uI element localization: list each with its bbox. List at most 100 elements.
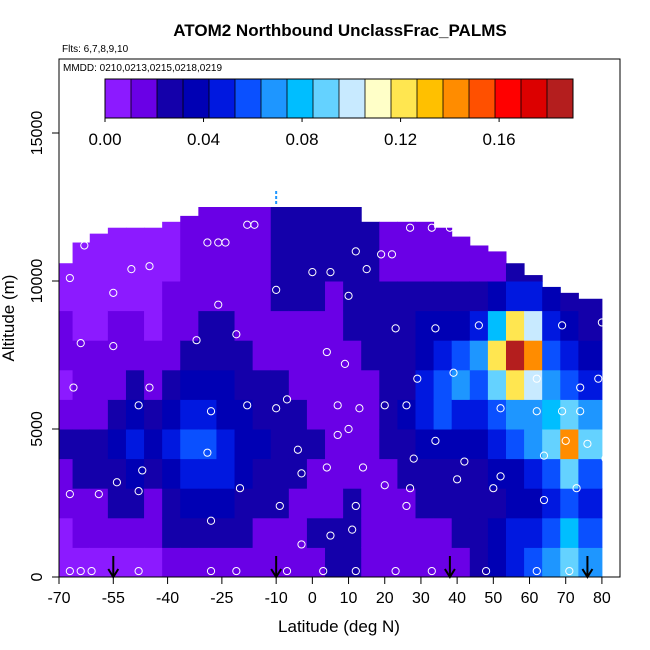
heatmap-cell — [89, 458, 109, 489]
heatmap-cell — [306, 547, 326, 578]
heatmap-cell — [379, 429, 398, 460]
heatmap-cell — [144, 281, 163, 312]
heatmap-cell — [252, 207, 272, 282]
heatmap-cell — [89, 233, 109, 282]
heatmap-cell — [234, 369, 254, 400]
heatmap-cell — [216, 310, 236, 341]
heatmap-cell — [524, 429, 543, 460]
heatmap-cell — [361, 369, 380, 400]
heatmap-cell — [306, 207, 326, 282]
heatmap-cell — [397, 458, 417, 489]
heatmap-cell — [343, 429, 362, 460]
heatmap-cell — [325, 517, 344, 548]
sample-point — [293, 445, 302, 454]
heatmap-cell — [107, 399, 127, 430]
heatmap-cell — [451, 281, 471, 312]
heatmap-cell — [234, 488, 254, 519]
heatmap-cell — [234, 517, 254, 548]
heatmap-cell — [162, 310, 181, 341]
x-tick-label: 50 — [484, 590, 502, 607]
heatmap-cell — [433, 399, 453, 430]
sample-point — [380, 481, 389, 490]
heatmap-cell — [125, 517, 145, 548]
heatmap-cell — [89, 340, 109, 371]
heatmap-cell — [415, 517, 435, 548]
heatmap-cell — [252, 547, 272, 578]
sample-point — [489, 484, 498, 493]
heatmap-cell — [397, 399, 417, 430]
dates-subtitle: MMDD: 0210,0213,0215,0218,0219 — [63, 63, 222, 74]
sample-point — [192, 336, 201, 345]
colorbar-swatch — [313, 79, 340, 118]
heatmap-cell — [180, 310, 199, 341]
sample-point — [112, 478, 122, 487]
heatmap-cell — [306, 458, 326, 489]
heatmap-cell — [325, 369, 344, 400]
heatmap-cell — [451, 547, 471, 578]
heatmap-cell — [578, 488, 603, 519]
colorbar-swatch — [495, 79, 522, 118]
heatmap-cell — [343, 310, 362, 341]
heatmap-cell — [216, 458, 236, 489]
heatmap-cell — [234, 340, 254, 371]
heatmap-cell — [144, 369, 163, 400]
heatmap-cell — [180, 517, 199, 548]
sample-point — [282, 566, 292, 576]
sample-point — [94, 490, 103, 499]
heatmap-cell — [180, 399, 199, 430]
heatmap-cell — [560, 517, 579, 548]
sample-point — [445, 223, 454, 232]
heatmap-cell — [162, 458, 181, 489]
sample-point — [344, 424, 353, 434]
sample-point — [355, 404, 364, 413]
sample-point — [297, 469, 306, 478]
heatmap-cell — [325, 429, 344, 460]
y-axis-label: Altitude (m) — [0, 275, 18, 362]
heatmap-cell — [469, 517, 489, 548]
sample-point — [134, 566, 143, 576]
sample-point — [109, 342, 118, 351]
sample-point — [496, 404, 505, 413]
heatmap-cell — [288, 429, 308, 460]
colorbar-swatch — [339, 79, 366, 118]
heatmap-cell — [125, 547, 145, 578]
heatmap-cell — [89, 488, 109, 519]
colorbar-frame — [104, 78, 574, 119]
sample-point — [351, 247, 360, 256]
heatmap-cell — [252, 340, 272, 371]
heatmap-cell — [524, 369, 543, 400]
sample-point — [431, 324, 440, 333]
heatmap-cell — [162, 488, 181, 519]
heatmap-cell — [361, 458, 380, 489]
heatmap-cell — [524, 488, 543, 519]
sample-point — [145, 383, 154, 392]
heatmap-cell — [144, 310, 163, 341]
heatmap-cell — [89, 310, 109, 341]
heatmap-cell — [469, 547, 489, 578]
heatmap-cell — [107, 488, 127, 519]
sample-point — [460, 457, 469, 466]
heatmap-cell — [325, 340, 344, 371]
sample-point — [391, 566, 400, 576]
heatmap-cell — [433, 281, 453, 312]
heatmap-cell — [252, 458, 272, 489]
heatmap-cell — [216, 281, 236, 312]
sample-point — [576, 383, 585, 392]
heatmap-cell — [361, 399, 380, 430]
sample-point — [413, 374, 422, 383]
heatmap-cell — [59, 399, 74, 430]
heatmap-cell — [107, 281, 127, 312]
sample-point — [322, 347, 331, 357]
heatmap-cell — [270, 369, 290, 400]
heatmap-cell — [306, 310, 326, 341]
heatmap-cell — [89, 429, 109, 460]
sample-point — [557, 321, 567, 330]
heatmap-cell — [72, 340, 91, 371]
heatmap-cell — [578, 429, 603, 460]
heatmap-cell — [415, 369, 435, 400]
heatmap-cell — [343, 547, 362, 578]
heatmap-cell — [379, 221, 398, 282]
y-tick-label: 15000 — [29, 111, 46, 156]
sample-point — [206, 516, 216, 525]
